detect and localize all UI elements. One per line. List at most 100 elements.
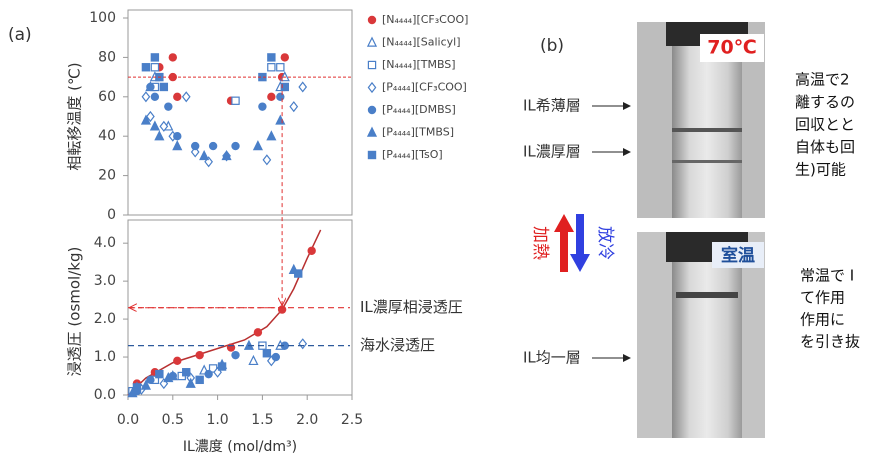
point — [280, 53, 289, 62]
point — [366, 126, 378, 137]
point — [146, 375, 155, 385]
point — [276, 63, 285, 72]
side-text-line: て作用 — [800, 289, 845, 307]
point — [271, 352, 281, 362]
point — [289, 101, 299, 113]
band — [672, 160, 742, 163]
x-tick-label: 0.0 — [117, 412, 139, 428]
point — [267, 92, 276, 102]
point — [252, 140, 263, 151]
point — [231, 141, 240, 151]
x-axis-title: IL濃度 (mol/dm³) — [183, 439, 297, 455]
point — [168, 53, 177, 62]
point — [204, 369, 213, 379]
point — [140, 114, 151, 125]
point — [217, 362, 227, 371]
point — [150, 63, 160, 72]
layer-label: IL希薄層 — [523, 97, 581, 115]
point — [262, 349, 272, 358]
point — [226, 343, 236, 352]
x-tick-label: 1.5 — [251, 412, 273, 428]
band — [672, 128, 742, 132]
legend-label: [N₄₄₄₄][CF₃COO] — [382, 13, 468, 26]
point — [367, 60, 377, 70]
annotation: IL濃厚相浸透圧 — [360, 298, 463, 316]
point — [155, 369, 164, 379]
point — [140, 379, 151, 390]
point — [141, 63, 151, 72]
label-box — [712, 242, 764, 268]
temp-label: 70℃ — [707, 37, 756, 59]
point — [208, 141, 218, 151]
point — [231, 350, 240, 360]
point — [276, 92, 285, 102]
plot-frame — [127, 9, 353, 216]
heat-label: 加熱 — [530, 226, 550, 260]
point — [195, 350, 204, 360]
heat-arrow — [554, 214, 574, 272]
band — [676, 292, 738, 298]
x-tick-label: 2.5 — [341, 412, 363, 428]
point — [182, 368, 191, 377]
point — [280, 82, 290, 92]
point — [367, 81, 377, 94]
point — [173, 131, 182, 141]
side-text-line: 生)可能 — [795, 161, 846, 179]
y-tick-label: 60 — [98, 89, 116, 105]
y-tick-label: 0.0 — [94, 387, 116, 403]
cool-label: 放冷 — [595, 226, 615, 260]
point — [172, 140, 183, 151]
y-tick-label: 0 — [107, 207, 116, 223]
point — [149, 120, 160, 131]
y-tick-label: 3.0 — [94, 273, 116, 289]
point — [275, 114, 286, 125]
x-tick-label: 2.0 — [296, 412, 318, 428]
point — [146, 82, 155, 92]
panel-label: (b) — [540, 36, 564, 56]
point — [141, 91, 151, 103]
point — [185, 377, 196, 388]
point — [181, 91, 191, 103]
side-text-line: を引き抜 — [800, 333, 860, 351]
y-tick-label: 40 — [98, 128, 116, 144]
point — [366, 36, 378, 47]
point — [127, 387, 138, 398]
side-text-line: 自体も回 — [795, 138, 855, 156]
y-axis-title: 相転移温度 (℃) — [66, 62, 84, 170]
x-tick-label: 1.0 — [206, 412, 228, 428]
panel-label: (a) — [8, 25, 32, 45]
y-axis-title: 浸透圧 (osmol/kg) — [66, 247, 84, 377]
point — [248, 354, 259, 366]
point — [298, 338, 308, 350]
point — [150, 53, 160, 62]
side-text-line: 離するの — [795, 93, 855, 111]
point — [307, 246, 316, 255]
point — [199, 149, 210, 161]
y-tick-label: 4.0 — [94, 235, 116, 251]
point — [367, 105, 377, 115]
point — [231, 96, 240, 105]
point — [163, 371, 174, 383]
point — [277, 305, 287, 314]
side-text-line: 作用に — [800, 311, 845, 329]
point — [367, 15, 377, 25]
legend-label: [N₄₄₄₄][TMBS] — [382, 58, 456, 71]
point — [253, 328, 263, 337]
cool-arrow — [570, 214, 590, 272]
point — [195, 375, 204, 385]
point — [159, 120, 169, 132]
layer-label: IL均一層 — [523, 349, 581, 367]
annotation: 海水浸透圧 — [360, 336, 435, 354]
photos — [637, 22, 765, 438]
point — [154, 130, 165, 141]
y-tick-label: 20 — [98, 168, 116, 184]
point — [267, 53, 276, 62]
legend-label: [P₄₄₄₄][CF₃COO] — [382, 81, 467, 94]
point — [262, 154, 272, 166]
point — [146, 110, 155, 123]
side-text-line: 高温で2 — [795, 71, 850, 89]
point — [173, 92, 182, 102]
side-text-line: 回収とと — [795, 116, 855, 134]
point — [164, 102, 173, 111]
